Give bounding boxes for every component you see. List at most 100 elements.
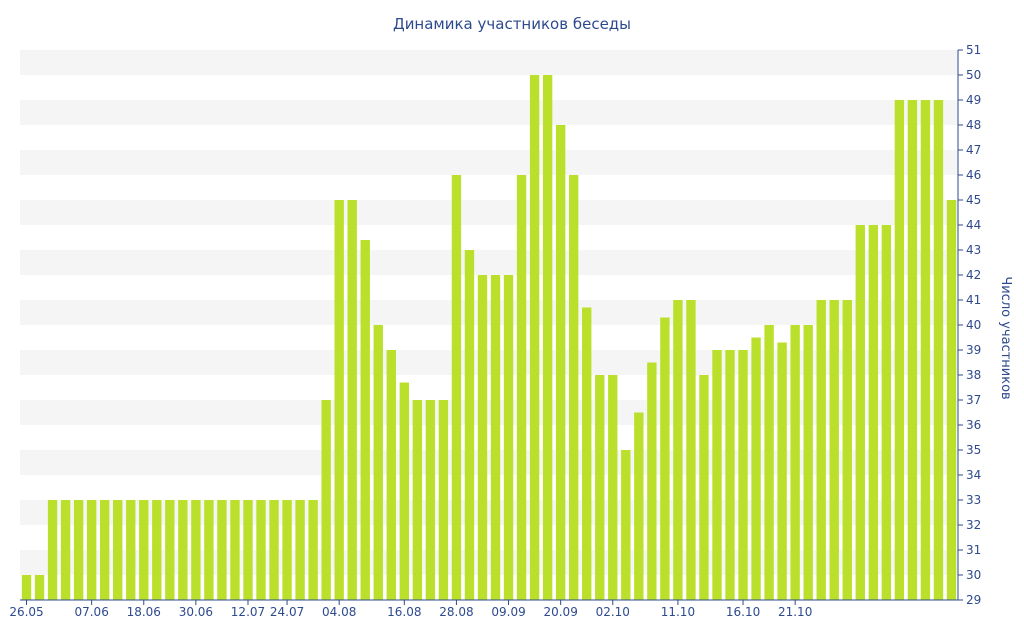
bar [803,325,813,600]
y-tick-label: 30 [966,568,981,582]
bar [660,317,670,600]
bar [829,300,839,600]
bar [855,225,865,600]
bar [152,500,162,600]
bar [113,500,123,600]
bar [321,400,331,600]
x-tick-label: 20.09 [543,605,577,619]
x-tick-label: 26.05 [9,605,43,619]
bar [673,300,683,600]
grid-band [20,550,958,575]
grid-band [20,300,958,325]
y-tick-label: 50 [966,68,981,82]
bar [699,375,709,600]
bar [126,500,136,600]
bar [477,275,488,600]
bar [425,400,436,600]
y-tick-label: 39 [966,343,981,357]
grid-band [20,250,958,275]
bar [568,175,579,600]
y-tick-label: 40 [966,318,981,332]
bar [490,275,501,600]
grid-band [20,450,958,475]
x-tick-label: 28.08 [439,605,473,619]
bar [230,500,240,600]
grid-band [20,400,958,425]
x-tick-label: 16.10 [726,605,760,619]
bar [204,500,214,600]
x-tick-label: 16.08 [387,605,421,619]
bars [21,75,957,600]
bar [282,500,292,600]
y-tick-label: 32 [966,518,981,532]
bar [582,307,592,600]
bar [920,100,931,600]
bar [60,500,71,600]
x-tick-label: 30.06 [179,605,213,619]
bar [816,300,826,600]
grid-band [20,100,958,125]
y-tick-label: 29 [966,593,981,607]
bar [751,337,761,600]
y-tick-label: 37 [966,393,981,407]
bar [621,450,631,600]
x-tick-label: 02.10 [596,605,630,619]
bar [386,350,396,600]
bar [881,225,892,600]
grid-band [20,500,958,525]
bar [647,362,657,600]
bar [946,200,957,600]
bar [139,500,149,600]
bar [178,500,188,600]
bar [529,75,540,600]
grid-band [20,50,958,75]
bar [555,125,566,600]
y-tick-label: 31 [966,543,981,557]
bar [347,200,357,600]
bar [868,225,879,600]
bar [777,342,787,600]
bar [542,75,553,600]
y-tick-label: 34 [966,468,981,482]
bar [21,575,32,600]
grid-band [20,150,958,175]
bar [191,500,201,600]
grid-band [20,350,958,375]
bar [360,240,370,600]
bar [790,325,800,600]
bar [243,500,253,600]
bar [894,100,905,600]
bar [412,400,423,600]
grid-bands [20,50,958,575]
grid-band [20,200,958,225]
x-tick-label: 04.08 [322,605,356,619]
bar [907,100,918,600]
y-tick-label: 44 [966,218,981,232]
bar [842,300,852,600]
bar [334,200,344,600]
x-tick-label: 07.06 [74,605,108,619]
y-tick-label: 45 [966,193,981,207]
y-tick-label: 35 [966,443,981,457]
x-tick-label: 24.07 [270,605,304,619]
bar [438,400,449,600]
y-tick-label: 46 [966,168,981,182]
x-tick-label: 11.10 [661,605,695,619]
chart-title: Динамика участников беседы [393,15,631,33]
bar [47,500,58,600]
x-tick-label: 12.07 [231,605,265,619]
bar [933,100,944,600]
bar [373,325,383,600]
y-tick-label: 51 [966,43,981,57]
bar [308,500,318,600]
bar [86,500,97,600]
x-tick-label: 09.09 [491,605,525,619]
y-tick-label: 36 [966,418,981,432]
bar [34,575,45,600]
bar [503,275,514,600]
x-tick-label: 18.06 [127,605,161,619]
bar [399,382,410,600]
y-tick-label: 41 [966,293,981,307]
